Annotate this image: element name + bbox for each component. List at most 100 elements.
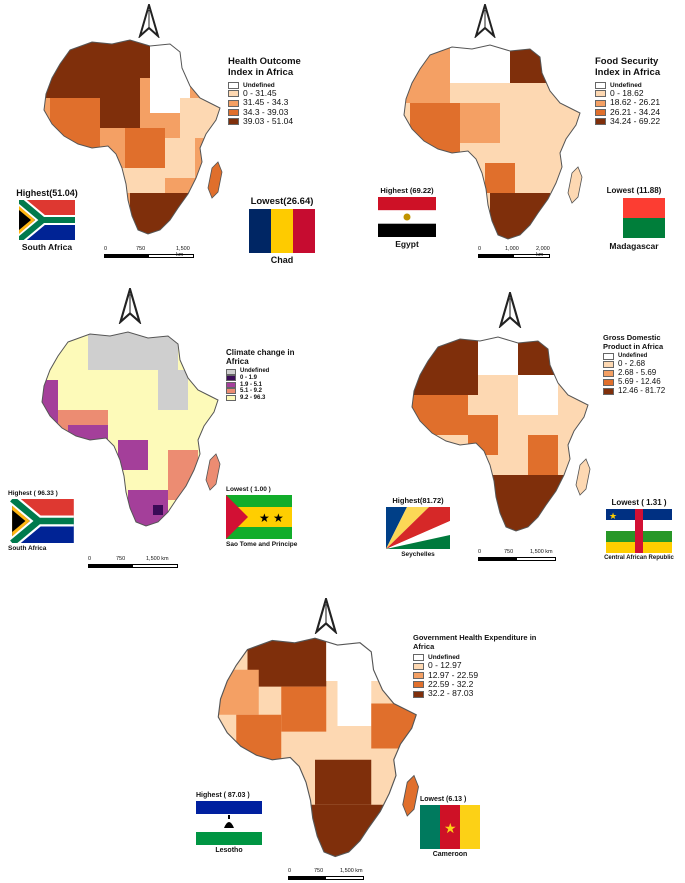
legend-swatch-2 [228, 99, 239, 107]
legend-class-label: 5.69 - 12.46 [618, 376, 661, 386]
gdp-scale-bar: 0 750 1,500 km [478, 549, 556, 561]
map-region [180, 98, 220, 138]
health-lowest-flag: Lowest(26.64) Chad [244, 196, 320, 265]
legend-swatch-3 [228, 108, 239, 116]
lowest-label: Lowest(26.64) [250, 196, 314, 207]
legend-class-label: 0 - 12.97 [428, 660, 462, 671]
legend-class-label: 12.46 - 81.72 [618, 385, 666, 395]
lowest-label: Lowest ( 1.31 ) [611, 498, 667, 507]
map-region [371, 703, 417, 749]
legend-swatch-undefined [413, 654, 424, 662]
map-region [410, 103, 460, 153]
north-arrow-icon [118, 288, 142, 324]
highest-country: South Africa [8, 545, 47, 552]
svg-text:★: ★ [273, 511, 284, 525]
legend-swatch-1 [595, 90, 606, 98]
gov-legend: Government Health Expenditure in Africa … [413, 633, 543, 699]
svg-text:★: ★ [444, 821, 457, 837]
lowest-country: Central African Republic [604, 555, 674, 561]
legend-class-label: Undefined [428, 654, 460, 662]
legend-title: Gross Domestic Product in Africa [603, 333, 664, 351]
scale-label: 750 [116, 556, 126, 562]
highest-label: Highest ( 96.33 ) [8, 490, 58, 497]
legend-swatch-2 [603, 369, 614, 377]
map-region [518, 375, 558, 415]
gdp-lowest-flag: Lowest ( 1.31 ) ★ Central African Republ… [594, 498, 684, 561]
climate-legend: Climate change in Africa Undefined 0 - 1… [226, 348, 296, 402]
svg-text:★: ★ [259, 511, 270, 525]
north-arrow-icon [474, 4, 496, 38]
legend-class-label: 0 - 1.9 [240, 374, 258, 381]
lowest-country: Sao Tome and Principe [226, 541, 298, 548]
legend-class-label: 12.97 - 22.59 [428, 669, 479, 680]
scale-label: 0 [478, 246, 482, 252]
map-region [404, 45, 450, 103]
lowest-label: Lowest (11.88) [606, 186, 662, 195]
map-region [68, 425, 108, 440]
health-scale-bar: 0 750 1,500 km [104, 246, 194, 258]
svg-text:★: ★ [609, 512, 617, 522]
map-region [150, 40, 190, 83]
lowest-country: Cameroon [432, 851, 468, 858]
gov-scale-bar: 0 750 1,500 km [288, 868, 364, 880]
lowest-label: Lowest ( 1.00 ) [226, 486, 271, 493]
scale-label: 750 [314, 868, 324, 874]
madagascar-flag-icon [603, 198, 665, 238]
cameroon-flag-icon: ★ [420, 805, 480, 849]
legend-class-label: 26.21 - 34.24 [610, 106, 661, 117]
legend-swatch-1 [228, 90, 239, 98]
legend-class-label: 0 - 31.45 [243, 87, 277, 98]
health-outcome-map [43, 39, 223, 235]
map-region [460, 103, 500, 143]
food-lowest-flag: Lowest (11.88) Madagascar [596, 186, 672, 251]
map-region [337, 681, 372, 726]
legend-title: Food Security Index in Africa [595, 56, 661, 78]
map-region [450, 45, 510, 83]
legend-swatch-undefined [228, 81, 239, 89]
map-region [120, 168, 165, 193]
highest-label: Highest(51.04) [16, 188, 78, 198]
gov-lowest-flag: Lowest (6.13 ) ★ Cameroon [420, 796, 500, 858]
north-arrow-icon [314, 598, 338, 634]
legend-title: Health Outcome Index in Africa [228, 56, 301, 78]
highest-country: Seychelles [401, 551, 435, 558]
north-arrow-icon [138, 4, 160, 38]
legend-class-label: Undefined [618, 353, 648, 360]
legend-swatch-4 [413, 690, 424, 698]
map-region [478, 337, 518, 375]
map-region [42, 380, 58, 430]
map-region [247, 638, 327, 687]
gdp-highest-flag: Highest(81.72) Seychelles [382, 496, 454, 558]
scale-label: 750 [136, 246, 146, 252]
gov-highest-flag: Highest ( 87.03 ) Lesotho [196, 792, 276, 854]
legend-class-label: 0 - 2.68 [618, 359, 646, 369]
map-region [488, 475, 568, 531]
legend-swatch-undefined [603, 353, 614, 361]
legend-class-label: 31.45 - 34.3 [243, 97, 289, 108]
legend-swatch-1 [226, 375, 236, 382]
scale-label: 1,000 [505, 246, 519, 252]
map-region [44, 40, 100, 98]
lowest-country: Madagascar [609, 241, 659, 251]
lesotho-flag-icon [196, 801, 262, 845]
food-legend: Food Security Index in Africa Undefined … [595, 56, 679, 126]
lowest-label: Lowest (6.13 ) [420, 796, 467, 803]
legend-class-label: 18.62 - 26.21 [610, 97, 661, 108]
map-region [153, 505, 163, 515]
legend-swatch-2 [595, 99, 606, 107]
map-region [485, 163, 515, 193]
legend-class-label: Undefined [610, 81, 642, 89]
legend-swatch-1 [413, 662, 424, 670]
scale-label: 1,500 km [146, 556, 169, 562]
scale-label: 0 [104, 246, 108, 252]
map-region [118, 440, 148, 470]
legend-swatch-undefined [595, 81, 606, 89]
sao-tome-flag-icon: ★ ★ [226, 495, 292, 539]
map-region [158, 370, 188, 410]
map-region [412, 337, 478, 395]
legend-class-label: Undefined [240, 368, 270, 375]
scale-label: 0 [478, 549, 482, 555]
highest-label: Highest (69.22) [380, 186, 434, 195]
legend-swatch-4 [226, 395, 236, 402]
scale-label: 1,500 km [176, 246, 190, 258]
